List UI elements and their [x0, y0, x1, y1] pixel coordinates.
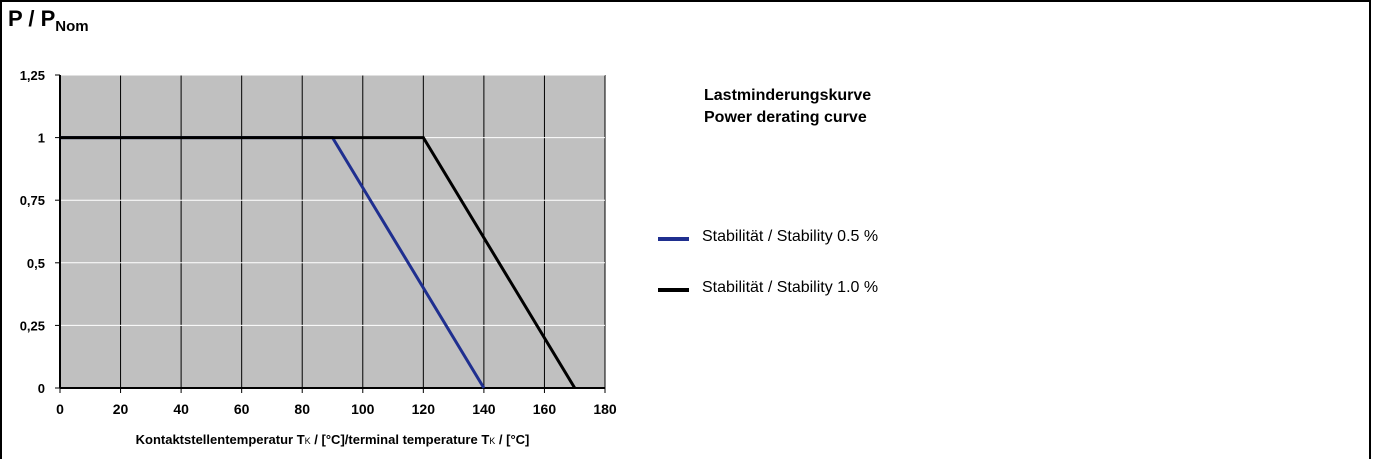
legend-label-stability-0-5: Stabilität / Stability 0.5 %	[702, 228, 879, 245]
tick-labels: 0 0,25 0,5 0,75 1 1,25 0 20 40 60 80 100 120 140 160 18…	[20, 68, 617, 417]
x-tick-label-3: 60	[234, 401, 250, 417]
series-line-2	[60, 136, 577, 389]
x-tick-label-8: 160	[533, 401, 557, 417]
chart-title-line-2: Power derating curve	[704, 109, 867, 126]
legend-swatch-stability-0-5	[658, 237, 689, 241]
y-axis-label-subscript: Nom	[55, 18, 89, 35]
series-lines	[60, 136, 577, 389]
x-axis-label-part-a: Kontaktstellentemperatur T	[135, 432, 305, 447]
chart-title-line-1: Lastminderungskurve	[704, 87, 872, 104]
y-tick-label-1: 0,25	[20, 318, 45, 333]
y-tick-label-2: 0,5	[27, 256, 45, 271]
x-axis-label-sub-2: K	[489, 436, 496, 446]
x-axis-label-sub-1: K	[304, 436, 311, 446]
x-tick-label-1: 20	[113, 401, 129, 417]
x-tick-label-4: 80	[294, 401, 310, 417]
legend-label-stability-1-0: Stabilität / Stability 1.0 %	[702, 279, 879, 296]
x-axis-label-part-c: / [°C]/terminal temperature T	[310, 432, 490, 447]
y-axis-label-main: P / P	[8, 6, 56, 31]
plot-area	[60, 75, 605, 388]
x-tick-label-0: 0	[56, 401, 64, 417]
y-tick-label-5: 1,25	[20, 68, 45, 83]
y-tick-label-4: 1	[38, 131, 45, 146]
x-axis-label-part-e: / [°C]	[495, 432, 530, 447]
y-tick-label-0: 0	[38, 381, 45, 396]
x-tick-label-5: 100	[351, 401, 375, 417]
legend-swatch-stability-1-0	[658, 288, 689, 292]
y-axis-label: P / PNom	[8, 6, 89, 35]
x-tick-label-2: 40	[173, 401, 189, 417]
axes	[55, 74, 606, 393]
x-tick-label-7: 140	[472, 401, 496, 417]
x-axis-label: Kontaktstellentemperatur TK / [°C]/termi…	[60, 432, 605, 447]
x-tick-label-9: 180	[593, 401, 617, 417]
x-tick-label-6: 120	[412, 401, 436, 417]
chart-title: Lastminderungskurve Power derating curve	[704, 85, 871, 129]
y-tick-label-3: 0,75	[20, 193, 45, 208]
